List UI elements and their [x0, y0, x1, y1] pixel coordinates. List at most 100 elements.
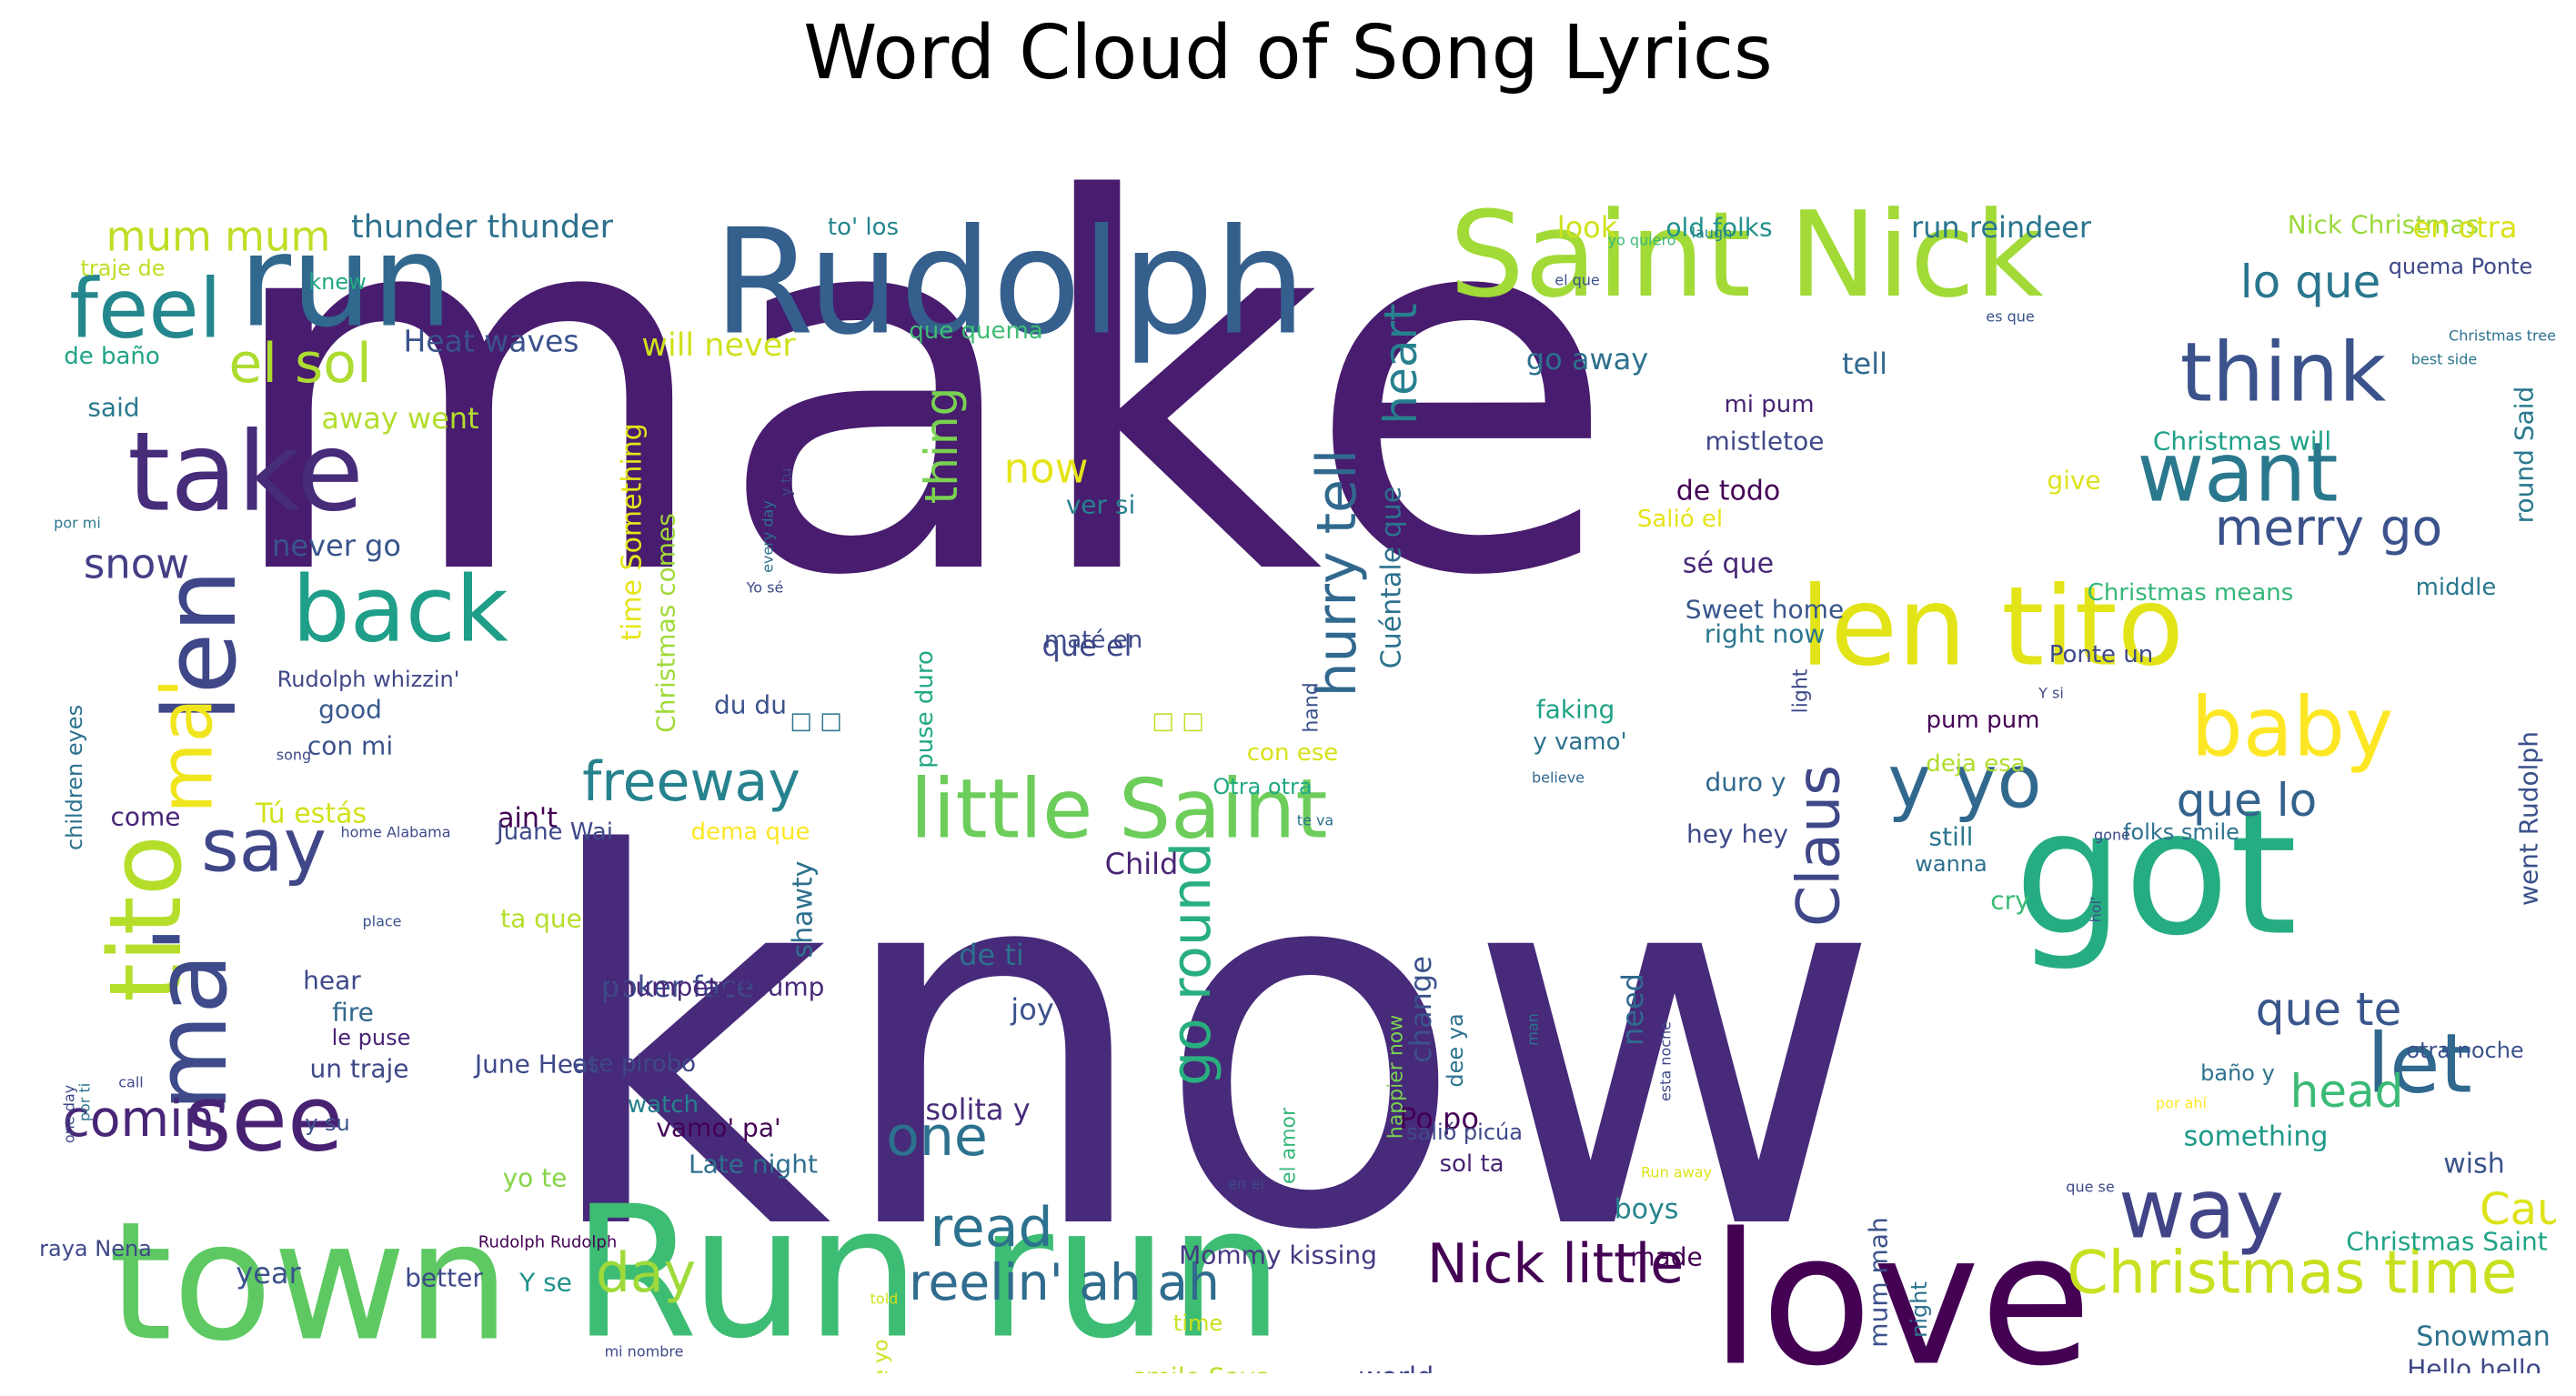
word-mi-nombre: mi nombre [605, 1343, 684, 1361]
word-y-su: y su [305, 1110, 350, 1136]
word-one-day: one day [61, 1085, 78, 1143]
word-le-puse: le puse [332, 1025, 411, 1050]
word-que-yo: que yo [870, 1340, 893, 1373]
word-otra-noche: otra noche [2406, 1038, 2523, 1063]
word-tell: tell [1842, 346, 1887, 381]
word-round-said: round Said [2510, 387, 2540, 524]
word-comin: comin' [63, 1090, 229, 1148]
word-see: see [184, 1066, 343, 1172]
word-tú-estás: Tú estás [255, 798, 367, 830]
word-baño-y: baño y [2200, 1060, 2275, 1086]
word-un-traje: un traje [309, 1054, 408, 1084]
word-run-run: Run run [572, 1168, 1284, 1374]
word-go-round: go round [1160, 842, 1223, 1086]
word-now: now [1004, 445, 1089, 493]
word-con-ese: con ese [1247, 739, 1338, 767]
word-en-el: en el [1228, 1176, 1263, 1193]
word-look: look [1557, 210, 1618, 245]
word-still: still [1929, 822, 1974, 852]
word-en-otra: en otra [2412, 210, 2517, 245]
word-que-el: que el [1041, 628, 1132, 663]
word-day: day [596, 1241, 696, 1305]
word-otra-otra: Otra otra [1213, 774, 1312, 799]
word-ponte-un: Ponte un [2049, 641, 2154, 668]
word-pum-pum: pum pum [1927, 707, 2040, 734]
word-away-went: away went [321, 401, 478, 436]
word-child: Child [1105, 847, 1179, 881]
word-baby: baby [2191, 680, 2394, 776]
word-watch: watch [628, 1091, 699, 1119]
word-con-mi: con mi [307, 731, 393, 761]
word-better: better [405, 1263, 483, 1293]
word-heart: heart [1374, 303, 1427, 424]
word-boys: boys [1615, 1194, 1679, 1226]
chart-title: Word Cloud of Song Lyrics [803, 10, 1773, 96]
word-something: something [2184, 1121, 2329, 1153]
word-want: want [2137, 426, 2338, 521]
word-yo-te: yo te [503, 1163, 568, 1193]
word-made: made [1630, 1242, 1702, 1272]
word-deja-esa: deja esa [1926, 750, 2025, 778]
word-believe: believe [1532, 769, 1585, 787]
word-es-que: es que [1986, 308, 2034, 326]
word-y-si: Y si [2038, 685, 2064, 702]
word-man: man [1524, 1013, 1542, 1046]
word-rudolph-rudolph: Rudolph Rudolph [478, 1233, 617, 1252]
word-ma: ma' [145, 678, 229, 814]
word-light: light [1790, 668, 1813, 713]
word-te-va: te va [1297, 812, 1333, 829]
word-christmas-means: Christmas means [2088, 579, 2294, 607]
word-el-que: el que [1555, 272, 1600, 289]
word-lo-que: lo que [2240, 256, 2381, 308]
word-salió-el: Salió el [1637, 506, 1723, 533]
word-went-rudolph: went Rudolph [2514, 731, 2544, 906]
word-mum-mum: mum mum [106, 213, 331, 261]
word-one: one [886, 1105, 988, 1169]
word-song: song [277, 747, 311, 764]
word-mistletoe: mistletoe [1706, 427, 1825, 457]
word-june-heat: June Heat [473, 1050, 599, 1080]
word-smile-says: smile Says [1132, 1362, 1269, 1374]
word-thumpety-thump: Thumpety thump [603, 972, 825, 1002]
word-mi-pum: mi pum [1724, 391, 1814, 418]
word-po-po: Po po [1399, 1101, 1479, 1136]
word-come: come [110, 802, 180, 832]
word-ese-pirobo: ese pirobo [572, 1050, 696, 1078]
word-time-something: time Something [617, 423, 649, 641]
word-christmas-tree: Christmas tree [2449, 327, 2556, 345]
word-y-vamo: y vamo' [1533, 728, 1626, 756]
word-rudolph-whizzin: Rudolph whizzin' [277, 667, 460, 692]
word-hey-hey: hey hey [1686, 819, 1788, 849]
word-len: len [142, 569, 258, 722]
word-puse-duro: puse duro [911, 650, 939, 768]
word-know: know [537, 749, 1883, 1342]
word-night: night [1907, 1281, 1932, 1338]
word-snowman: Snowman [2416, 1321, 2551, 1353]
word-christmas-time: Christmas time [2067, 1240, 2517, 1308]
word-right-now: right now [1705, 619, 1825, 649]
word-happier-now: happier now [1385, 1015, 1408, 1139]
word-home-alabama: home Alabama [341, 824, 451, 841]
word-que-lo: que lo [2177, 774, 2318, 827]
word-quema-ponte: quema Ponte [2389, 254, 2533, 279]
word-good: good [318, 695, 382, 725]
word-ta-que: ta que [500, 904, 582, 934]
word-por-ti: por ti [76, 1083, 94, 1121]
word-de-baño: de baño [64, 343, 160, 370]
word-run: run [238, 208, 452, 357]
word-cry: cry [1990, 886, 2029, 916]
word-sé-que: sé que [1683, 548, 1774, 580]
word-say: say [201, 804, 327, 889]
word-hurry-tell: hurry tell [1305, 449, 1369, 698]
word-que-se: que se [2066, 1179, 2114, 1196]
word-run-away: Run away [1641, 1164, 1712, 1181]
word-middle: middle [2416, 574, 2497, 601]
word-town: town [108, 1188, 510, 1374]
word-year: year [236, 1256, 301, 1291]
word-got: got [2014, 773, 2297, 974]
word-raya-nena: raya Nena [39, 1236, 152, 1261]
word-hello-hello: Hello hello [2407, 1354, 2541, 1374]
word-tito: tito [87, 835, 204, 1002]
word-time: time [1173, 1311, 1223, 1336]
